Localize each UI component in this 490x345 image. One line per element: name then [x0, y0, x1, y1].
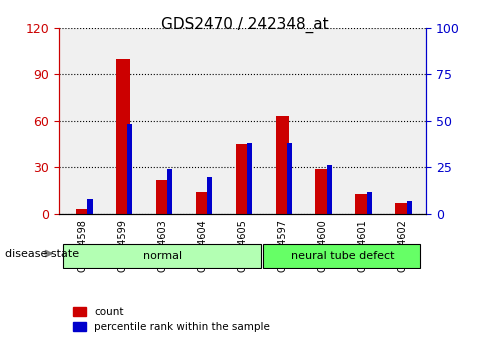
Bar [76, 209, 90, 214]
Text: normal: normal [143, 251, 182, 261]
Legend: count, percentile rank within the sample: count, percentile rank within the sample [69, 302, 274, 336]
Bar [275, 116, 290, 214]
Bar [316, 169, 329, 214]
Bar [196, 192, 210, 214]
Bar [207, 177, 212, 214]
Bar [87, 199, 93, 214]
Bar [236, 144, 249, 214]
Bar [407, 201, 412, 214]
Bar [247, 143, 252, 214]
FancyBboxPatch shape [63, 244, 261, 268]
Text: disease state: disease state [5, 249, 79, 258]
Bar [116, 59, 130, 214]
FancyBboxPatch shape [263, 244, 420, 268]
Bar [156, 180, 170, 214]
Bar [127, 125, 132, 214]
Bar [327, 166, 332, 214]
Bar [367, 191, 372, 214]
Bar [167, 169, 172, 214]
Bar [395, 203, 409, 214]
Bar [355, 194, 369, 214]
Bar [287, 143, 292, 214]
Text: neural tube defect: neural tube defect [291, 251, 394, 261]
Text: GDS2470 / 242348_at: GDS2470 / 242348_at [161, 17, 329, 33]
